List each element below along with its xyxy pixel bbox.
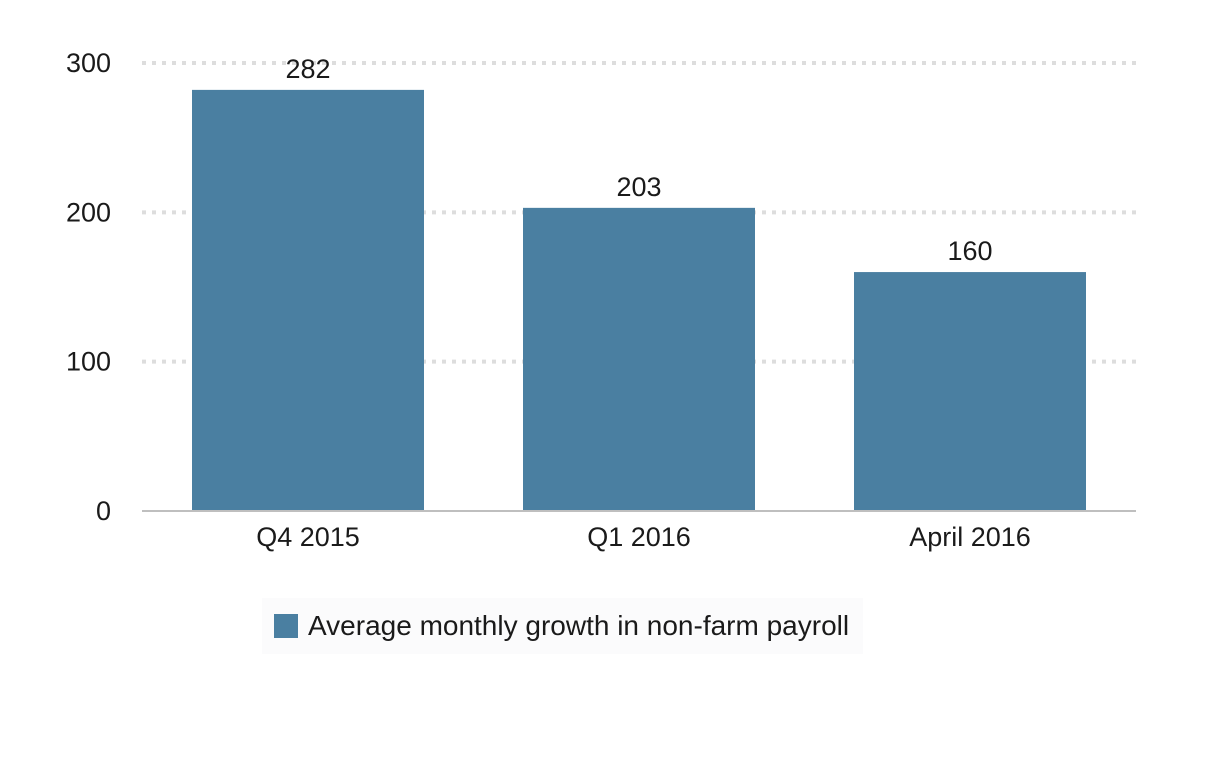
bar (854, 272, 1086, 511)
y-tick-label: 100 (66, 347, 111, 377)
data-label: 282 (285, 54, 330, 84)
x-tick-label: Q1 2016 (587, 522, 691, 552)
y-tick-label: 200 (66, 197, 111, 227)
bar (523, 207, 755, 511)
data-label: 203 (616, 172, 661, 202)
data-label: 160 (947, 236, 992, 266)
bar (192, 89, 424, 511)
legend-swatch (274, 614, 298, 638)
x-tick-label: Q4 2015 (256, 522, 360, 552)
x-tick-label: April 2016 (909, 522, 1031, 552)
legend: Average monthly growth in non-farm payro… (262, 598, 864, 654)
y-tick-label: 0 (96, 496, 111, 526)
legend-label: Average monthly growth in non-farm payro… (308, 610, 850, 641)
y-tick-label: 300 (66, 48, 111, 78)
